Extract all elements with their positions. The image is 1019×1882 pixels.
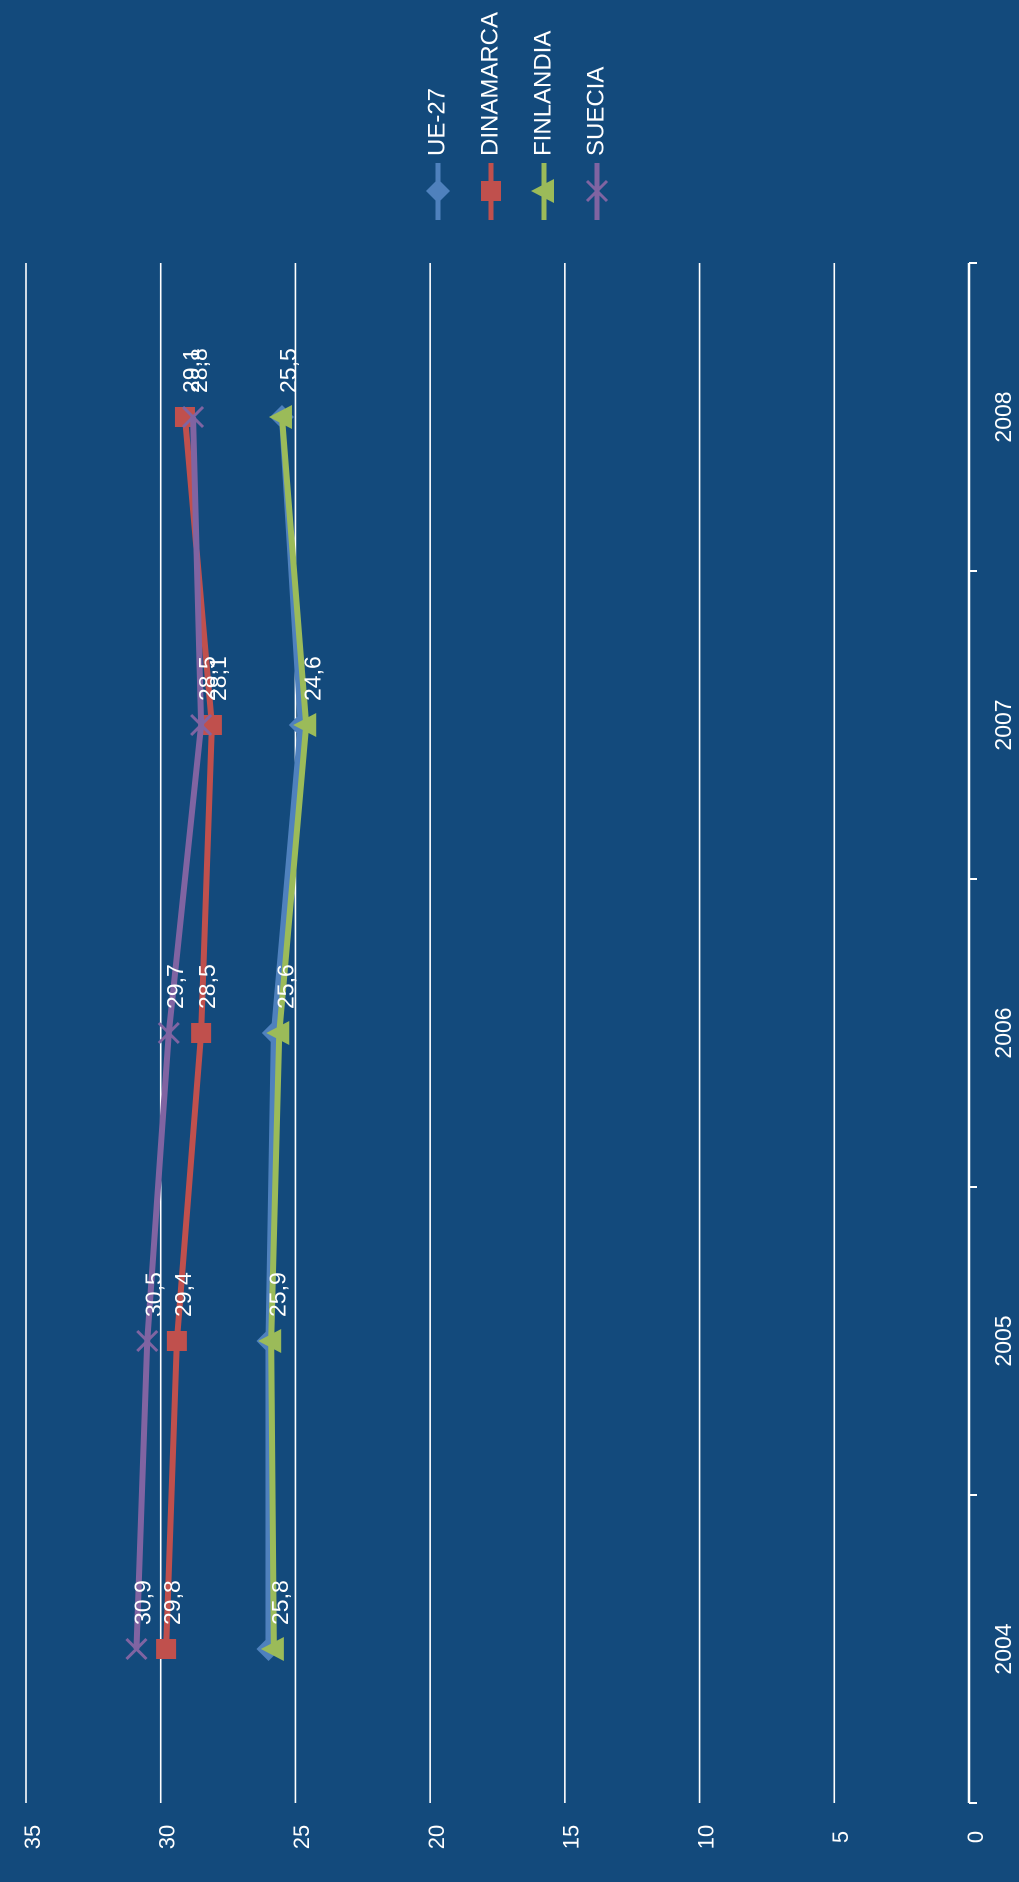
data-label-suecia: 29,7 <box>162 964 188 1009</box>
category-tick-label: 2008 <box>990 391 1016 442</box>
legend-marker <box>481 181 501 201</box>
legend-marker <box>585 179 609 203</box>
data-label-finlandia: 25,9 <box>264 1272 290 1317</box>
value-tick-label: 5 <box>828 1831 853 1843</box>
legend-label: FINLANDIA <box>529 31 556 156</box>
data-label-dinamarca: 29,8 <box>159 1580 185 1625</box>
data-point-suecia-stroke <box>190 713 213 737</box>
data-point-finlandia <box>260 1637 284 1661</box>
data-point-dinamarca <box>166 1331 187 1351</box>
data-point-suecia <box>190 713 213 737</box>
data-point-suecia-stroke <box>157 1021 180 1045</box>
data-label-finlandia: 25,6 <box>272 964 298 1009</box>
value-tick-label: 35 <box>20 1825 45 1849</box>
data-label-finlandia: 24,6 <box>299 656 325 701</box>
category-tick-label: 2006 <box>990 1007 1016 1058</box>
legend-marker-stroke <box>585 179 609 203</box>
data-point-suecia <box>157 1021 180 1045</box>
data-point-dinamarca <box>156 1639 177 1659</box>
data-point-suecia-stroke <box>125 1637 148 1661</box>
data-point-suecia-stroke <box>136 1329 159 1353</box>
value-tick-label: 30 <box>155 1825 180 1849</box>
data-label-finlandia: 25,5 <box>275 348 301 393</box>
data-point-suecia-stroke <box>181 405 205 429</box>
data-point-finlandia <box>266 1021 290 1045</box>
data-point-dinamarca <box>201 715 222 735</box>
data-label-dinamarca: 29,4 <box>170 1272 196 1317</box>
data-point-suecia <box>125 1637 148 1661</box>
data-point-finlandia <box>268 405 292 429</box>
legend-label: UE-27 <box>423 88 450 156</box>
data-label-suecia: 30,5 <box>140 1272 166 1317</box>
data-label-suecia: 28,5 <box>194 656 220 701</box>
data-point-suecia <box>136 1329 159 1353</box>
value-tick-label: 10 <box>693 1825 718 1849</box>
data-label-dinamarca: 28,5 <box>194 964 220 1009</box>
value-tick-label: 25 <box>289 1825 314 1849</box>
value-tick-label: 20 <box>424 1825 449 1849</box>
legend-marker <box>531 179 554 203</box>
data-label-dinamarca: 28,1 <box>205 656 231 701</box>
data-point-suecia <box>181 405 205 429</box>
legend-label: SUECIA <box>582 67 609 156</box>
legend-marker <box>426 179 450 203</box>
data-label-suecia: 30,9 <box>130 1580 156 1625</box>
data-label-finlandia: 25,8 <box>267 1580 293 1625</box>
value-tick-label: 0 <box>963 1831 988 1843</box>
category-tick-label: 2004 <box>990 1623 1016 1674</box>
category-tick-label: 2005 <box>990 1315 1016 1366</box>
value-tick-label: 15 <box>559 1825 584 1849</box>
data-point-finlandia <box>293 713 317 737</box>
data-label-suecia: 28,8 <box>186 348 212 393</box>
data-point-dinamarca <box>191 1023 212 1043</box>
legend-label: DINAMARCA <box>476 12 503 156</box>
data-point-finlandia <box>258 1329 282 1353</box>
data-label-dinamarca: 29,1 <box>178 348 204 393</box>
category-tick-label: 2007 <box>990 699 1016 750</box>
